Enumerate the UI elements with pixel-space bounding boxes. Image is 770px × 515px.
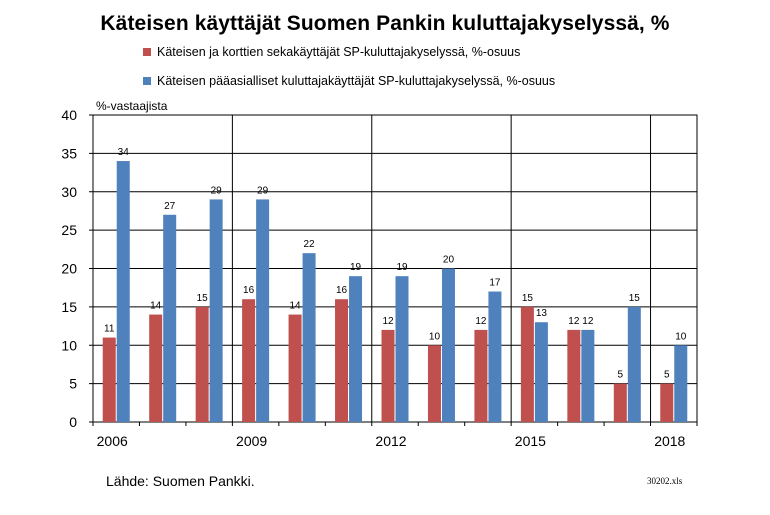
data-label-mixed-users: 12 <box>475 316 487 327</box>
data-label-mixed-users: 14 <box>290 301 302 312</box>
data-label-mixed-users: 14 <box>150 301 162 312</box>
y-tick-label: 0 <box>69 414 77 430</box>
legend-item-mixed-users: Käteisen ja korttien sekakäyttäjät SP-ku… <box>143 45 520 59</box>
data-label-cash-users: 13 <box>536 308 548 319</box>
x-tick-label: 2012 <box>375 433 406 449</box>
bar-mixed-users <box>660 383 674 422</box>
bar-mixed-users <box>567 329 581 422</box>
bar-mixed-users <box>195 306 209 422</box>
data-label-mixed-users: 16 <box>243 285 255 296</box>
bar-cash-users <box>163 214 177 422</box>
legend-swatch-blue <box>143 77 151 85</box>
data-label-cash-users: 17 <box>489 278 501 289</box>
legend-label-cash-users: Käteisen pääasialliset kuluttajakäyttäjä… <box>157 74 556 88</box>
y-tick-label: 15 <box>61 299 77 315</box>
data-label-mixed-users: 11 <box>104 324 115 335</box>
bar-mixed-users <box>520 306 534 422</box>
data-label-mixed-users: 16 <box>336 285 348 296</box>
bar-cash-users <box>441 268 455 422</box>
chart-title: Käteisen käyttäjät Suomen Pankin kulutta… <box>100 12 670 35</box>
legend-swatch-red <box>143 48 151 56</box>
y-tick-label: 5 <box>69 376 77 392</box>
y-tick-label: 30 <box>61 184 77 200</box>
y-tick-label: 10 <box>61 337 77 353</box>
bar-cash-users <box>674 345 688 422</box>
bar-cash-users <box>488 291 502 422</box>
bar-cash-users <box>534 322 548 422</box>
bar-cash-users <box>116 161 130 423</box>
data-label-cash-users: 34 <box>118 147 130 158</box>
x-tick-label: 2015 <box>515 433 546 449</box>
x-tick-label: 2009 <box>236 433 267 449</box>
data-label-mixed-users: 10 <box>429 331 441 342</box>
bar-cash-users <box>627 306 641 422</box>
y-tick-label: 40 <box>61 107 77 123</box>
file-reference: 30202.xls <box>647 476 683 486</box>
bar-mixed-users <box>381 329 395 422</box>
legend-label-mixed-users: Käteisen ja korttien sekakäyttäjät SP-ku… <box>157 45 521 59</box>
bar-mixed-users <box>427 345 441 422</box>
bar-cash-users <box>581 329 595 422</box>
x-tick-label: 2018 <box>654 433 685 449</box>
bar-cash-users <box>302 253 316 422</box>
bar-cash-users <box>209 199 223 422</box>
source-note: Lähde: Suomen Pankki. <box>106 473 255 489</box>
bar-mixed-users <box>288 314 302 422</box>
y-axis-label: %-vastaajista <box>96 99 168 113</box>
data-label-mixed-users: 5 <box>664 370 670 381</box>
data-label-cash-users: 29 <box>257 185 269 196</box>
data-label-cash-users: 22 <box>304 239 316 250</box>
y-tick-label: 35 <box>61 145 77 161</box>
data-label-cash-users: 19 <box>350 262 362 273</box>
bar-mixed-users <box>242 299 256 422</box>
bar-mixed-users <box>102 337 116 422</box>
bar-cash-users <box>349 276 363 422</box>
bar-mixed-users <box>613 383 627 422</box>
data-label-mixed-users: 15 <box>522 293 534 304</box>
data-label-mixed-users: 12 <box>568 316 580 327</box>
legend-item-cash-users: Käteisen pääasialliset kuluttajakäyttäjä… <box>143 74 555 88</box>
data-label-mixed-users: 15 <box>197 293 209 304</box>
data-label-cash-users: 27 <box>164 201 176 212</box>
data-label-mixed-users: 12 <box>382 316 394 327</box>
x-tick-label: 2006 <box>97 433 128 449</box>
data-label-cash-users: 15 <box>629 293 641 304</box>
bar-cash-users <box>395 276 409 422</box>
data-label-cash-users: 19 <box>396 262 408 273</box>
bar-cash-users <box>256 199 270 422</box>
data-label-mixed-users: 5 <box>618 370 624 381</box>
bar-mixed-users <box>474 329 488 422</box>
y-tick-label: 20 <box>61 261 77 277</box>
data-label-cash-users: 20 <box>443 255 455 266</box>
data-label-cash-users: 10 <box>675 331 687 342</box>
data-label-cash-users: 29 <box>211 185 223 196</box>
data-label-cash-users: 12 <box>582 316 594 327</box>
bar-mixed-users <box>335 299 349 422</box>
bar-mixed-users <box>149 314 163 422</box>
y-tick-label: 25 <box>61 222 77 238</box>
